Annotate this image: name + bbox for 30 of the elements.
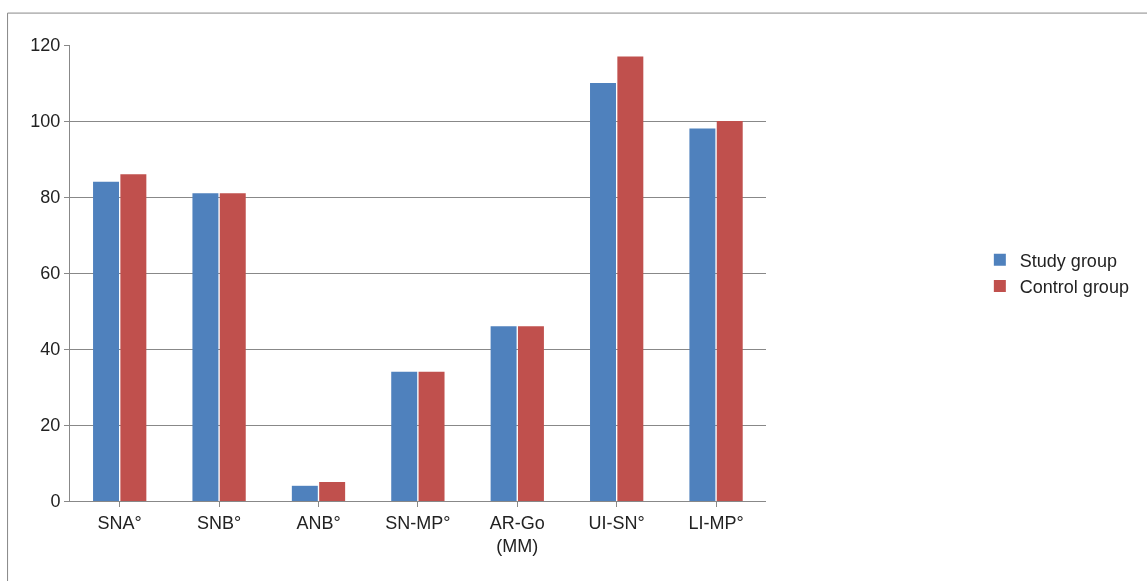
- legend-label: Control group: [1019, 277, 1129, 298]
- x-tick-label: SNA°: [97, 512, 142, 533]
- y-tick-label: 120: [30, 35, 61, 56]
- x-tick-label: AR-Go (MM): [489, 512, 545, 556]
- legend-label: Study group: [1019, 250, 1117, 271]
- bar: [689, 128, 716, 501]
- bar: [319, 482, 346, 501]
- bar: [192, 193, 219, 501]
- x-tick-label: SNB°: [196, 512, 242, 533]
- bar: [219, 193, 246, 501]
- y-tick-label: 80: [40, 187, 61, 208]
- bar: [617, 56, 644, 501]
- bar: [418, 371, 445, 501]
- x-tick-label: SN-MP°: [385, 512, 451, 533]
- x-tick-label: UI-SN°: [588, 512, 645, 533]
- y-tick-label: 0: [50, 491, 61, 512]
- bar: [490, 326, 517, 501]
- bar: [517, 326, 544, 501]
- bar: [93, 181, 120, 501]
- bar: [716, 121, 743, 501]
- bar: [391, 371, 418, 501]
- bar: [291, 485, 318, 501]
- x-tick-label: ANB°: [296, 512, 341, 533]
- x-tick-label: LI-MP°: [688, 512, 744, 533]
- y-tick-label: 20: [40, 415, 61, 436]
- bar: [590, 83, 616, 501]
- y-tick-label: 40: [40, 339, 61, 360]
- y-tick-label: 60: [40, 263, 61, 284]
- y-tick-label: 100: [30, 111, 61, 132]
- bar: [120, 174, 147, 501]
